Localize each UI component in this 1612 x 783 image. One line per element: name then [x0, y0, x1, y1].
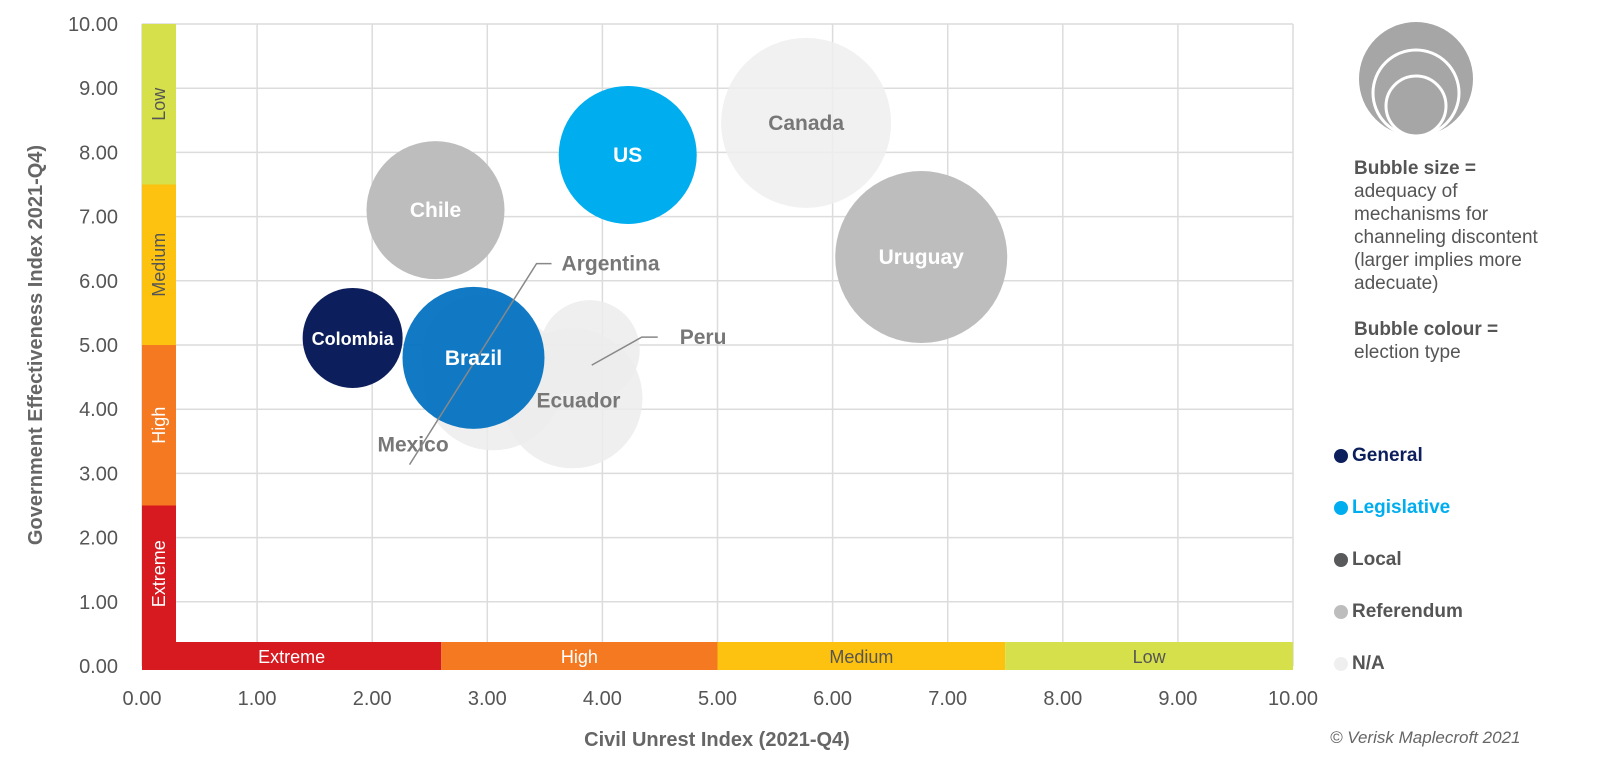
x-band-label: Low: [1133, 647, 1167, 667]
legend-item: Local: [1334, 548, 1402, 571]
y-band-label: Low: [149, 87, 169, 121]
leader-line: [408, 262, 552, 466]
y-band-label: Extreme: [149, 540, 169, 607]
legend-dot-icon: [1334, 552, 1348, 567]
y-band-label: High: [149, 407, 169, 444]
x-band: [441, 642, 718, 670]
legend-dot-icon: [1334, 448, 1348, 463]
leader-line: [591, 336, 658, 366]
bubble-label: Canada: [768, 112, 844, 135]
x-tick-label: 4.00: [583, 688, 622, 710]
y-band: [142, 184, 176, 345]
bubble-label: Mexico: [377, 433, 448, 456]
y-axis-title: Government Effectiveness Index 2021-Q4): [25, 145, 47, 545]
x-band: [717, 642, 1006, 670]
bubble-us: [558, 85, 697, 224]
tick-labels: 0.00 1.00 2.00 3.00 4.00 5.00 6.00 7.00 8.00 9.00…: [68, 14, 1318, 710]
bubble-colombia: [302, 287, 403, 388]
legend-item: Referendum: [1334, 600, 1463, 623]
legend-dot-icon: [1334, 656, 1348, 671]
y-tick-label: 4.00: [79, 399, 118, 421]
bubble-chile: [366, 141, 505, 280]
legend-dot-icon: [1334, 604, 1348, 619]
x-tick-label: 0.00: [123, 688, 162, 710]
colour-legend-desc: election type: [1354, 342, 1461, 363]
x-tick-label: 2.00: [353, 688, 392, 710]
risk-bands: Extreme High Medium Low Extreme High Medium Low: [142, 24, 1293, 670]
legend-item: General: [1334, 444, 1423, 467]
bubble-label: US: [613, 144, 642, 167]
legend-label: Local: [1352, 549, 1402, 570]
bubble-peru: [539, 300, 640, 401]
y-tick-label: 1.00: [79, 592, 118, 614]
bubble-brazil: [402, 286, 545, 429]
bubble-label: Argentina: [562, 253, 660, 276]
x-tick-label: 3.00: [468, 688, 507, 710]
bubble-label: Brazil: [445, 347, 502, 370]
legend-label: Referendum: [1352, 601, 1463, 622]
bubble-label: Chile: [410, 199, 461, 222]
x-tick-label: 10.00: [1268, 688, 1318, 710]
bubble-label: Colombia: [312, 329, 395, 349]
y-tick-label: 10.00: [68, 14, 118, 36]
x-tick-label: 7.00: [928, 688, 967, 710]
legend-label: N/A: [1352, 653, 1385, 674]
y-tick-label: 9.00: [79, 78, 118, 100]
x-tick-label: 8.00: [1043, 688, 1082, 710]
x-tick-label: 5.00: [698, 688, 737, 710]
colour-legend-title: Bubble colour =: [1354, 319, 1499, 340]
legend-item: N/A: [1334, 652, 1385, 675]
y-tick-label: 8.00: [79, 142, 118, 164]
x-axis-title: Civil Unrest Index (2021-Q4): [584, 729, 850, 751]
x-band-label: High: [561, 647, 598, 667]
size-legend-title: Bubble size =: [1354, 158, 1476, 179]
x-band-label: Medium: [829, 647, 893, 667]
y-band: [142, 345, 176, 506]
size-legend-desc: adequacy of mechanisms for channeling di…: [1354, 181, 1538, 294]
y-band: [142, 505, 176, 642]
legend-dot-icon: [1334, 500, 1348, 515]
legend-item: Legislative: [1334, 496, 1450, 519]
x-band: [1005, 642, 1293, 670]
size-legend-icon: [1359, 22, 1473, 138]
y-tick-label: 0.00: [79, 656, 118, 678]
bubble-label: Uruguay: [879, 246, 965, 269]
x-band: [142, 642, 442, 670]
y-tick-label: 3.00: [79, 463, 118, 485]
bubbles: [302, 37, 1008, 469]
y-band: [142, 24, 176, 185]
credit: © Verisk Maplecroft 2021: [1330, 728, 1521, 747]
y-tick-label: 7.00: [79, 207, 118, 229]
bubble-label: Peru: [680, 326, 727, 349]
legend-label: General: [1352, 445, 1423, 466]
y-band-label: Medium: [149, 233, 169, 297]
bubble-label: Ecuador: [536, 389, 620, 412]
x-tick-label: 6.00: [813, 688, 852, 710]
y-tick-label: 5.00: [79, 335, 118, 357]
bubble-uruguay: [835, 171, 1008, 344]
y-tick-label: 6.00: [79, 271, 118, 293]
x-tick-label: 9.00: [1158, 688, 1197, 710]
legend-label: Legislative: [1352, 497, 1451, 518]
bubble-labels: Canada Uruguay Chile US Ecuador Peru Mexico Arg…: [312, 112, 965, 466]
y-tick-label: 2.00: [79, 528, 118, 550]
x-tick-label: 1.00: [238, 688, 277, 710]
x-band-label: Extreme: [258, 647, 325, 667]
bubble-canada: [721, 37, 892, 208]
